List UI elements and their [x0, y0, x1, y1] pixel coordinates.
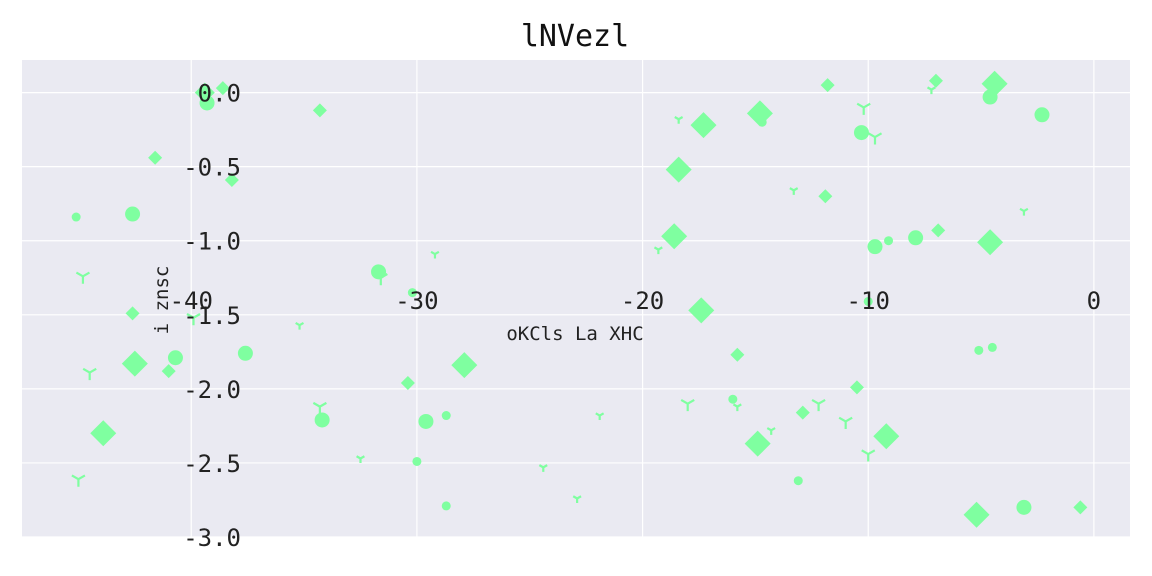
y-tick-label: -2.0	[183, 376, 241, 404]
y-tick-label: -2.5	[183, 450, 241, 478]
circle-marker	[167, 350, 183, 366]
tri-down-marker	[838, 416, 853, 429]
y-tick-label: -0.5	[183, 154, 241, 182]
x-tick-label: -40	[170, 287, 213, 315]
tri-down-marker	[295, 321, 305, 330]
tri-down-marker	[71, 474, 86, 487]
diamond-marker	[90, 420, 117, 447]
tri-down-marker	[653, 246, 663, 255]
diamond-marker	[161, 364, 176, 379]
tri-down-marker	[356, 455, 365, 463]
diamond-marker	[148, 150, 163, 165]
x-tick-label: -30	[395, 287, 438, 315]
circle-marker	[237, 345, 253, 361]
circle-marker	[441, 411, 451, 421]
y-tick-label: -1.0	[183, 228, 241, 256]
x-tick-label: 0	[1087, 287, 1101, 315]
tri-down-marker	[1019, 207, 1029, 216]
diamond-marker	[400, 375, 415, 390]
tri-down-marker	[766, 427, 776, 435]
circle-marker	[908, 230, 924, 246]
circle-marker	[314, 412, 330, 428]
circle-marker	[418, 413, 434, 429]
circle-marker	[867, 239, 883, 255]
tri-down-marker	[373, 273, 388, 286]
tri-down-marker	[82, 367, 97, 381]
diamond-marker	[963, 501, 990, 528]
circle-marker	[793, 476, 803, 486]
y-tick-label: 0.0	[198, 80, 241, 108]
tri-down-marker	[538, 464, 548, 472]
circle-marker	[441, 501, 451, 511]
data-markers	[71, 70, 1088, 528]
circle-marker	[987, 342, 997, 352]
diamond-marker	[665, 156, 692, 183]
y-tick-label: -1.5	[183, 302, 241, 330]
circle-marker	[728, 394, 738, 404]
tri-down-marker	[926, 86, 936, 95]
tri-down-marker	[572, 495, 582, 503]
diamond-marker	[690, 112, 717, 139]
circle-marker	[757, 117, 767, 127]
circle-marker	[407, 288, 417, 298]
tri-down-marker	[430, 250, 440, 259]
tri-down-marker	[75, 271, 91, 284]
circle-marker	[412, 456, 422, 466]
tri-down-marker	[312, 401, 327, 415]
y-tick-label: -3.0	[183, 524, 241, 552]
x-axis-label: oKCls La XHC	[506, 323, 643, 345]
diamond-marker	[977, 229, 1004, 256]
diamond-marker	[931, 223, 946, 238]
tri-down-marker	[680, 398, 695, 412]
tick-labels: -40 -30 -20 -10 0 0.0 -0.5 -1.0 -1.5 -2.0 -2.5 -3.0	[170, 80, 1102, 552]
diamond-marker	[688, 297, 715, 324]
circle-marker	[863, 296, 873, 306]
diamond-marker	[451, 352, 478, 379]
diamond-marker	[730, 347, 745, 362]
grid-lines	[22, 60, 1130, 538]
tri-down-marker	[856, 102, 871, 115]
tri-down-marker	[867, 132, 883, 145]
diamond-marker	[661, 223, 688, 250]
diamond-marker	[928, 73, 943, 88]
circle-marker	[71, 212, 81, 222]
chart-title: lNVezl	[521, 19, 629, 54]
circle-marker	[199, 95, 215, 111]
diamond-marker	[873, 423, 900, 450]
diamond-marker	[121, 350, 148, 377]
diamond-marker	[312, 103, 327, 118]
diamond-marker	[820, 78, 835, 93]
x-tick-label: -20	[621, 287, 664, 315]
diamond-marker	[746, 100, 773, 127]
tri-down-marker	[861, 449, 876, 462]
circle-marker	[1016, 499, 1032, 515]
circle-marker	[371, 264, 387, 280]
diamond-marker	[125, 306, 140, 321]
diamond-marker	[795, 405, 810, 420]
diamond-marker	[1073, 500, 1088, 515]
diamond-marker	[818, 189, 833, 204]
circle-marker	[884, 236, 894, 246]
tri-down-marker	[186, 313, 201, 326]
diamond-marker	[744, 430, 771, 457]
diamond-marker	[849, 380, 864, 395]
plot-area	[22, 60, 1130, 537]
circle-marker	[974, 345, 984, 355]
y-axis-label: i znsc	[151, 266, 173, 335]
diamond-marker	[215, 81, 230, 96]
diamond-marker	[224, 172, 239, 187]
tri-down-marker	[595, 412, 605, 421]
tri-down-marker	[674, 116, 684, 124]
circle-marker	[853, 125, 869, 141]
tri-down-marker	[789, 187, 799, 195]
tri-down-marker	[811, 398, 826, 412]
circle-marker	[1034, 107, 1050, 123]
tri-down-marker	[732, 403, 742, 412]
circle-marker	[125, 206, 141, 222]
circle-marker	[982, 89, 998, 105]
x-tick-label: -10	[847, 287, 890, 315]
